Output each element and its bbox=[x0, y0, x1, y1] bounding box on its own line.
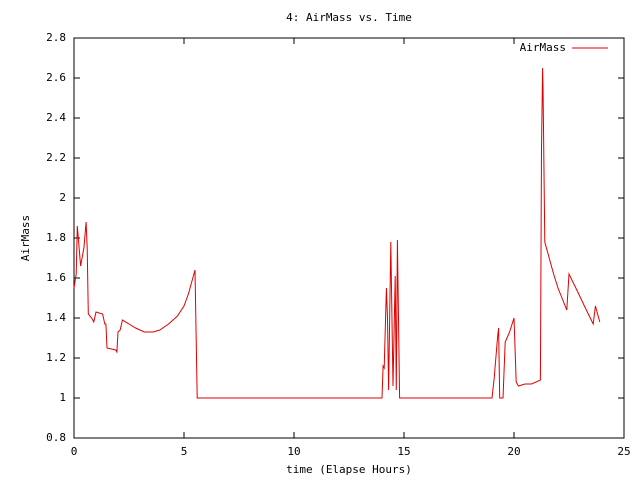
y-tick-label: 2.2 bbox=[46, 151, 66, 164]
x-axis-label: time (Elapse Hours) bbox=[286, 463, 412, 476]
y-tick-label: 2.8 bbox=[46, 31, 66, 44]
chart-title: 4: AirMass vs. Time bbox=[286, 11, 412, 24]
y-tick-label: 2.4 bbox=[46, 111, 66, 124]
y-tick-label: 1.4 bbox=[46, 311, 66, 324]
y-tick-label: 1.8 bbox=[46, 231, 66, 244]
y-tick-label: 2.6 bbox=[46, 71, 66, 84]
x-tick-label: 20 bbox=[507, 445, 520, 458]
y-axis-label: AirMass bbox=[19, 215, 32, 261]
data-line bbox=[73, 67, 601, 399]
x-tick-label: 25 bbox=[617, 445, 630, 458]
legend-label: AirMass bbox=[520, 41, 566, 54]
y-tick-label: 1 bbox=[59, 391, 66, 404]
x-tick-label: 10 bbox=[287, 445, 300, 458]
x-tick-label: 5 bbox=[181, 445, 188, 458]
y-tick-label: 2 bbox=[59, 191, 66, 204]
x-tick-label: 0 bbox=[71, 445, 78, 458]
x-tick-label: 15 bbox=[397, 445, 410, 458]
y-tick-label: 0.8 bbox=[46, 431, 66, 444]
y-tick-label: 1.6 bbox=[46, 271, 66, 284]
y-tick-label: 1.2 bbox=[46, 351, 66, 364]
